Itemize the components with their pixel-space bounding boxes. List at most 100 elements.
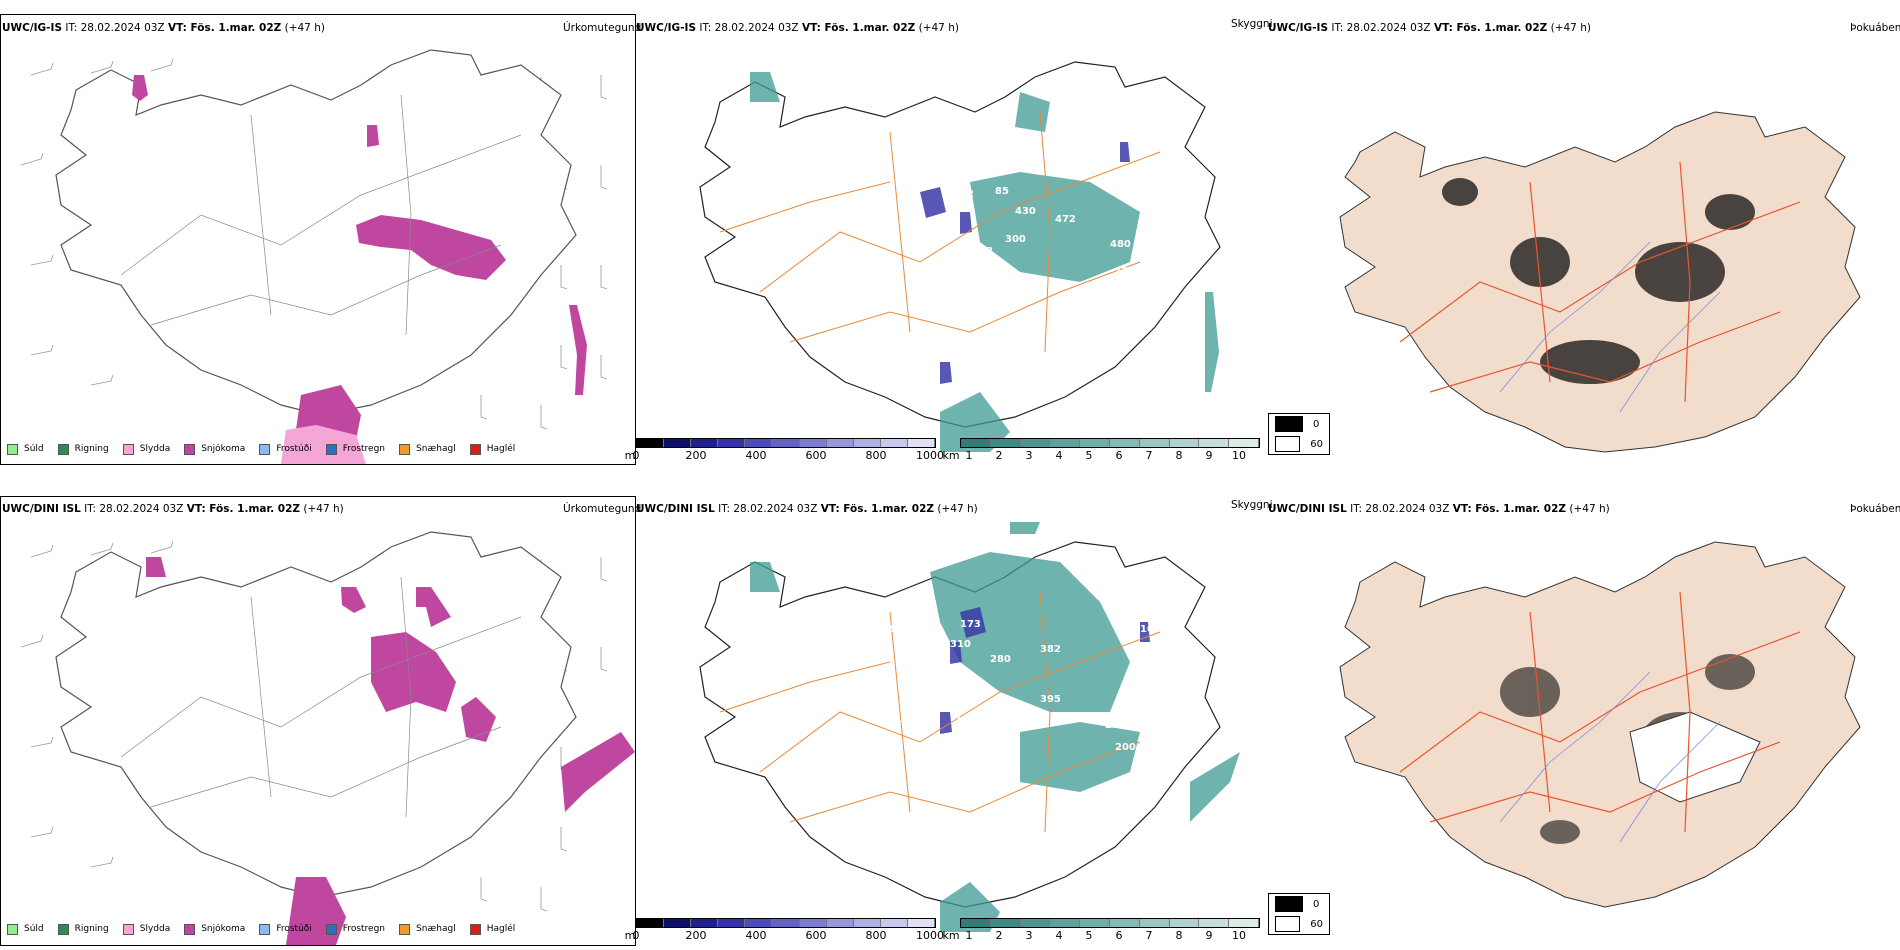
visibility-swatch (1109, 439, 1140, 447)
iceland-outline (699, 61, 1221, 428)
legend-item: Snæhagl (399, 443, 456, 455)
precip-title: Úrkomutegund (563, 22, 642, 34)
legend-item: Frostregn (325, 443, 385, 455)
height-swatch (880, 439, 908, 447)
fog-header: UWC/DINI ISL IT: 28.02.2024 03Z VT: Fös.… (1268, 503, 1610, 515)
height-swatch (664, 439, 692, 447)
iceland-outline (1339, 111, 1861, 453)
vis-value: 42 (960, 189, 974, 200)
height-swatch (718, 919, 746, 927)
cloud-map: 910 382 280 395 295 493 200 310 183 108 … (699, 522, 1240, 932)
visibility-swatch (1109, 919, 1140, 927)
height-swatch (772, 439, 800, 447)
vis-value: 493 (1140, 730, 1161, 741)
roads-gray (120, 576, 522, 818)
legend-item: Rigning (57, 443, 109, 455)
legend-item: Frostregn (325, 923, 385, 935)
cloud-header: UWC/DINI ISL IT: 28.02.2024 03Z VT: Fös.… (636, 503, 978, 515)
low-cloud-areas (920, 142, 1130, 384)
cloud-areas (750, 522, 1240, 932)
precip-panel: Súld Rigning Slydda Snjókoma Frostúði Fr… (0, 496, 636, 946)
precip-legend: Súld Rigning Slydda Snjókoma Frostúði Fr… (7, 439, 529, 459)
visibility-swatch (961, 919, 991, 927)
unit-label: m (624, 449, 636, 462)
fog-legend: 0 60 (1268, 893, 1330, 935)
fog-title: Þokuábendi (1850, 22, 1900, 34)
unit-label: km (942, 449, 960, 462)
roads-gray (120, 94, 522, 336)
vis-value: 173 (960, 619, 981, 630)
fog-title: Þokuábendi (1850, 503, 1900, 515)
height-ticks: m 0 200 400 600 800 1000 (624, 449, 944, 462)
precip-map (20, 49, 608, 464)
vis-value: 295 (1105, 720, 1126, 731)
height-swatch (907, 919, 936, 927)
vis-value: 382 (1040, 644, 1061, 655)
cloud-header: UWC/IG-IS IT: 28.02.2024 03Z VT: Fös. 1.… (636, 22, 959, 34)
vis-value: 172 (1150, 694, 1171, 705)
visibility-swatch (1050, 919, 1081, 927)
visibility-ticks: km 1 2 3 4 5 6 7 8 9 10 (942, 449, 1246, 462)
legend-item: Slydda (122, 443, 170, 455)
fog-header: UWC/IG-IS IT: 28.02.2024 03Z VT: Fös. 1.… (1268, 22, 1591, 34)
visibility-colorbar: km 1 2 3 4 5 6 7 8 9 10 (942, 438, 1260, 466)
legend-item: Frostúði (259, 923, 312, 935)
legend-item: Frostúði (259, 443, 312, 455)
visibility-colorbar: km 1 2 3 4 5 6 7 8 9 10 (942, 918, 1260, 946)
visibility-swatch (1080, 919, 1110, 927)
height-swatch (691, 919, 719, 927)
visibility-ticks: km 1 2 3 4 5 6 7 8 9 10 (942, 929, 1246, 942)
legend-item: Haglél (469, 923, 515, 935)
vis-value: 280 (990, 654, 1011, 665)
visibility-swatch (961, 439, 991, 447)
iceland-outline (55, 531, 577, 898)
fog-legend: 0 60 (1268, 413, 1330, 455)
low-cloud-areas (940, 607, 1150, 734)
unit-label: m (624, 929, 636, 942)
rivers (1499, 671, 1721, 843)
visibility-swatch (1169, 439, 1200, 447)
cloud-map: 430 472 300 480 194 165 138 261 118 85 4… (699, 61, 1221, 452)
height-swatch (637, 919, 665, 927)
height-swatch (799, 919, 827, 927)
snow-areas (132, 75, 587, 464)
legend-item: Slydda (122, 923, 170, 935)
precip-header: UWC/DINI ISL IT: 28.02.2024 03Z VT: Fös.… (2, 503, 344, 515)
vis-value: 200 (1115, 742, 1136, 753)
visibility-swatch (1020, 919, 1051, 927)
vis-value: 85 (995, 186, 1009, 197)
height-colorbar: m 0 200 400 600 800 1000 (624, 438, 944, 466)
vis-value: 147 (895, 714, 916, 725)
height-swatch (880, 919, 908, 927)
precip-legend: Súld Rigning Slydda Snjókoma Frostúði Fr… (7, 919, 529, 939)
vis-value: 183 (955, 714, 976, 725)
precip-panel: Súld Rigning Slydda Snjókoma Frostúði Fr… (0, 14, 636, 465)
height-swatch (691, 439, 719, 447)
vis-value: 17 (905, 384, 919, 395)
snow-areas (146, 557, 635, 945)
height-swatch (664, 919, 692, 927)
roads-orange (719, 111, 1161, 353)
legend-item: Snjókoma (184, 443, 245, 455)
vis-value: 22 (925, 354, 939, 365)
height-swatch (745, 919, 773, 927)
visibility-swatch (1199, 439, 1230, 447)
legend-item: Súld (7, 923, 44, 935)
iceland-outline (1339, 541, 1861, 908)
cloud-areas (750, 72, 1219, 452)
precip-map (20, 531, 635, 945)
cloud-title: Skyggni (1231, 18, 1273, 30)
fog-map (1339, 541, 1861, 908)
vis-value: 472 (1055, 214, 1076, 225)
visibility-swatch (1020, 439, 1051, 447)
vis-value: 480 (1110, 239, 1131, 250)
legend-item: Rigning (57, 923, 109, 935)
vis-value: 165 (960, 264, 981, 275)
visibility-swatch (1229, 919, 1259, 927)
height-swatch (826, 919, 854, 927)
height-swatch (637, 439, 665, 447)
iceland-outline (55, 49, 577, 416)
vis-value: 300 (1005, 234, 1026, 245)
vis-value: 108 (1140, 624, 1161, 635)
cloud-title: Skyggni (1231, 499, 1273, 511)
